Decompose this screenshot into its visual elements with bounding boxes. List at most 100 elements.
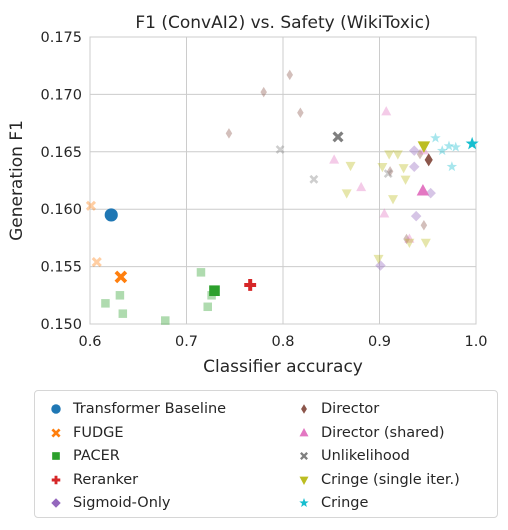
y-tick-label: 0.150 xyxy=(40,317,82,333)
data-points xyxy=(85,69,479,325)
legend-item: Reranker xyxy=(49,469,138,491)
legend-label: PACER xyxy=(73,448,120,464)
legend-item: Cringe xyxy=(297,492,368,514)
legend-label: Cringe (single iter.) xyxy=(321,471,460,488)
data-point xyxy=(386,166,394,177)
data-point xyxy=(425,187,436,199)
legend-marker-icon xyxy=(52,452,60,460)
legend-label: Cringe xyxy=(321,495,369,511)
legend-label: Director xyxy=(321,401,380,417)
legend-item: PACER xyxy=(49,445,120,467)
x-tick-label: 0.7 xyxy=(175,334,198,350)
data-point xyxy=(286,69,294,81)
legend-marker-icon xyxy=(300,452,308,460)
data-point xyxy=(118,309,128,318)
legend-item: Transformer Baseline xyxy=(49,398,226,420)
x-axis-label: Classifier accuracy xyxy=(203,357,363,377)
data-point-highlight xyxy=(416,183,430,196)
scatter-chart: F1 (ConvAI2) vs. Safety (WikiToxic) 0.6 0… xyxy=(7,13,488,377)
legend-marker xyxy=(51,427,61,438)
data-point-highlight xyxy=(244,279,257,291)
data-point xyxy=(379,208,390,218)
legend-marker xyxy=(301,404,307,414)
legend-marker-icon xyxy=(51,404,61,414)
data-point xyxy=(115,291,125,300)
data-point xyxy=(430,132,441,143)
legend-marker-icon xyxy=(51,498,61,508)
data-point xyxy=(436,145,448,156)
legend-marker xyxy=(51,498,61,508)
x-tick-label: 0.8 xyxy=(271,334,294,350)
legend-marker xyxy=(299,476,309,485)
data-point xyxy=(408,145,420,156)
legend-item: Director (shared) xyxy=(297,422,445,444)
data-point-highlight xyxy=(417,141,431,153)
legend-label: Director (shared) xyxy=(321,424,445,441)
data-point xyxy=(383,169,393,179)
data-point xyxy=(297,107,304,119)
legend-marker xyxy=(300,452,308,460)
data-point xyxy=(329,154,340,164)
data-point xyxy=(196,268,206,277)
data-point xyxy=(416,148,424,160)
data-point xyxy=(420,220,428,231)
legend-marker-icon xyxy=(299,498,309,507)
data-point xyxy=(225,128,233,139)
data-point xyxy=(400,175,411,185)
data-point xyxy=(356,181,367,192)
tick-labels: 0.6 0.7 0.8 0.9 1.0 0.150 0.155 0.160 0.165 0.170… xyxy=(40,30,487,350)
legend-label: FUDGE xyxy=(73,424,124,441)
legend-marker-icon xyxy=(51,427,61,438)
y-tick-label: 0.170 xyxy=(40,87,82,103)
data-point xyxy=(443,140,455,151)
y-tick-label: 0.155 xyxy=(40,260,82,276)
data-point xyxy=(203,302,212,312)
legend-item: Unlikelihood xyxy=(297,445,410,467)
data-point xyxy=(403,233,410,245)
legend-item: Cringe (single iter.) xyxy=(297,469,460,491)
data-point xyxy=(410,210,422,222)
data-point xyxy=(381,106,392,116)
data-point xyxy=(446,161,458,172)
data-point xyxy=(384,150,395,160)
data-point xyxy=(85,200,97,211)
legend-item: Sigmoid-Only xyxy=(49,492,171,514)
data-point xyxy=(404,233,415,243)
x-tick-label: 0.6 xyxy=(78,334,101,350)
legend-item: Director xyxy=(297,398,379,420)
y-tick-label: 0.165 xyxy=(40,145,82,161)
legend-marker xyxy=(299,427,309,436)
data-point xyxy=(375,260,386,271)
y-axis-label: Generation F1 xyxy=(7,120,27,241)
data-point-highlight xyxy=(424,153,433,167)
data-point-highlight xyxy=(114,270,128,284)
x-tick-label: 1.0 xyxy=(464,334,487,350)
data-point xyxy=(450,141,461,152)
data-point xyxy=(309,174,319,184)
legend-label: Transformer Baseline xyxy=(73,401,227,417)
legend-marker-icon xyxy=(299,476,309,485)
data-point xyxy=(275,145,285,154)
legend-marker-icon xyxy=(299,427,309,436)
data-point xyxy=(420,238,431,248)
data-point xyxy=(404,238,415,248)
y-tick-label: 0.160 xyxy=(40,202,82,218)
data-point xyxy=(345,161,356,172)
data-point xyxy=(377,162,388,173)
data-point xyxy=(373,254,384,265)
x-tick-label: 0.9 xyxy=(368,334,391,350)
data-point xyxy=(91,256,102,268)
data-point xyxy=(101,299,110,308)
data-point xyxy=(161,316,170,325)
chart-legend: Transformer Baseline FUDGE PACER Reranker Si… xyxy=(34,390,498,518)
data-point xyxy=(388,195,399,205)
data-point xyxy=(408,161,420,172)
legend-marker xyxy=(299,498,309,507)
legend-marker xyxy=(51,404,61,414)
data-point xyxy=(392,150,403,160)
grid-lines xyxy=(89,36,477,325)
data-point-highlight xyxy=(465,136,479,150)
data-point-highlight xyxy=(104,208,118,222)
legend-marker xyxy=(51,475,61,484)
legend-label: Reranker xyxy=(73,471,139,488)
